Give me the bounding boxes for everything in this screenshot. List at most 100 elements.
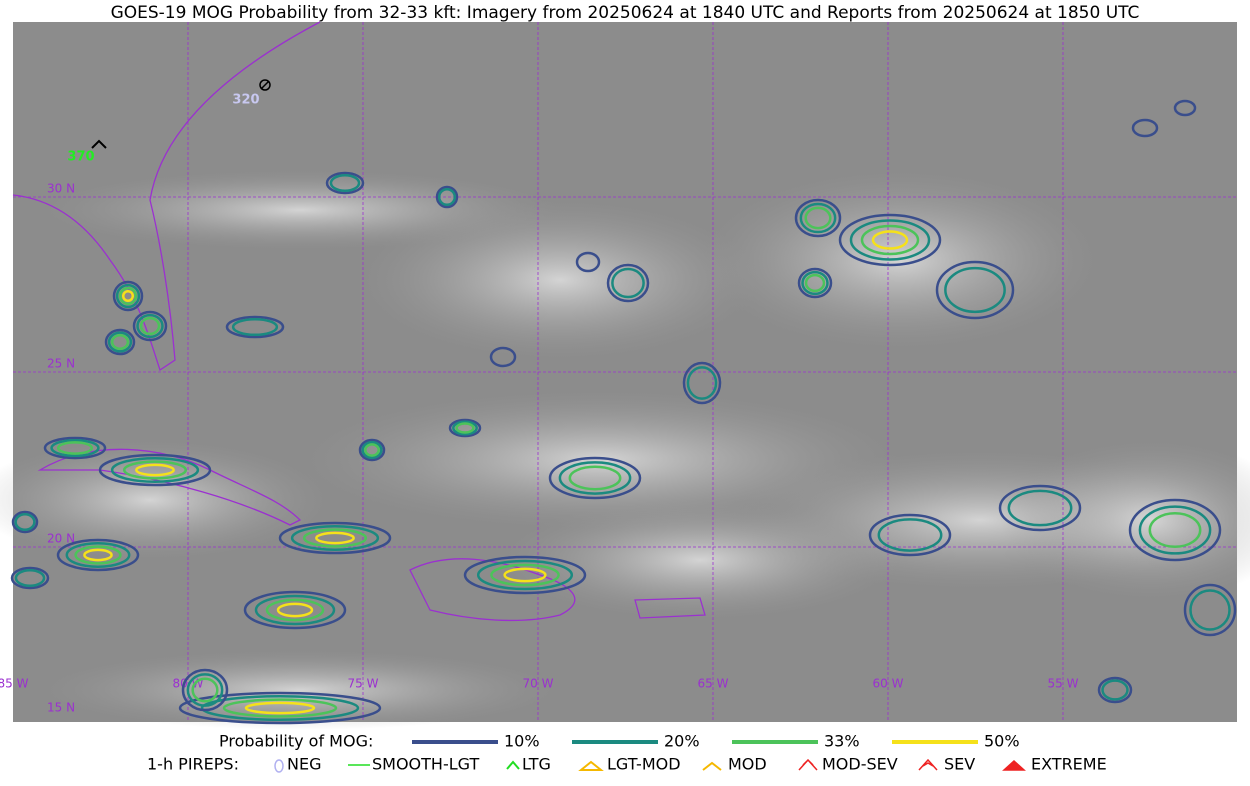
contour — [1148, 511, 1202, 549]
legend-label: SEV — [944, 755, 975, 774]
contour — [463, 555, 587, 595]
contour — [110, 334, 130, 350]
contour — [231, 317, 279, 337]
lat-label: 15 N — [47, 701, 75, 715]
contour — [243, 590, 347, 630]
contour — [56, 538, 140, 572]
contour — [568, 465, 622, 491]
report-icon — [259, 79, 271, 91]
lat-label: 30 N — [47, 182, 75, 196]
contour — [1173, 99, 1197, 117]
cloud — [500, 500, 900, 620]
report-icon — [260, 80, 270, 90]
coastline — [37, 448, 302, 526]
legend-label: NEG — [287, 755, 321, 774]
contour — [361, 440, 383, 460]
contour — [849, 219, 931, 261]
cloud — [40, 650, 560, 730]
contour — [490, 563, 560, 587]
legend-label: EXTREME — [1031, 755, 1107, 774]
contour — [998, 484, 1082, 532]
contour — [135, 463, 175, 477]
legend-label: LTG — [522, 755, 551, 774]
contour — [804, 273, 826, 293]
contour — [611, 267, 645, 299]
contour — [838, 213, 942, 267]
lon-label: 70 W — [523, 677, 554, 691]
contour — [186, 673, 224, 707]
contour — [110, 457, 200, 483]
coastline — [634, 597, 706, 619]
probability-contours — [10, 99, 1237, 725]
contour — [686, 366, 718, 400]
title: GOES-19 MOG Probability from 32-33 kft: … — [111, 3, 1140, 23]
contour — [115, 283, 141, 309]
lon-label: 65 W — [698, 677, 729, 691]
contour — [1189, 589, 1231, 631]
contour — [799, 202, 837, 234]
legend-label: 10% — [504, 732, 540, 751]
legend-title: Probability of MOG: — [219, 732, 373, 751]
contour — [1101, 679, 1129, 701]
report-icon — [91, 139, 107, 149]
contour — [181, 668, 229, 712]
contour — [98, 453, 212, 487]
legend-label: 33% — [824, 732, 860, 751]
contour — [302, 528, 368, 548]
contour — [14, 512, 36, 532]
contour — [244, 701, 316, 715]
legend-label: 50% — [984, 732, 1020, 751]
contour — [455, 422, 475, 434]
contour — [868, 513, 952, 557]
contour — [437, 187, 457, 207]
contour — [1128, 498, 1222, 562]
contour — [358, 438, 386, 462]
contour — [136, 313, 164, 339]
contour — [871, 230, 909, 250]
contour — [132, 310, 168, 342]
contour — [315, 531, 355, 545]
contour — [606, 263, 650, 303]
contour — [50, 438, 100, 458]
contour — [860, 224, 920, 256]
cloud — [360, 200, 760, 360]
legend-label: SMOOTH-LGT — [372, 755, 479, 774]
contour — [1183, 583, 1237, 637]
contour — [83, 548, 113, 562]
contour — [254, 594, 336, 626]
lon-label: 85 W — [0, 677, 29, 691]
contour — [794, 198, 842, 238]
report-label: 320 — [232, 93, 259, 108]
contour — [65, 542, 131, 568]
contour — [11, 510, 39, 534]
report-label: 370 — [67, 150, 94, 165]
contour — [877, 518, 943, 552]
pirep-icons — [274, 758, 1026, 773]
contour — [278, 521, 392, 555]
lat-label: 25 N — [47, 357, 75, 371]
contour — [797, 267, 833, 299]
lon-label: 75 W — [348, 677, 379, 691]
contour — [1131, 118, 1159, 138]
contour — [122, 460, 188, 480]
contour — [801, 270, 829, 296]
contour — [682, 361, 722, 405]
contour — [265, 598, 325, 622]
lon-label: 55 W — [1048, 677, 1079, 691]
graticule: 30 N25 N20 N15 N85 W 80 W 75 W 70 W 65 W 60 W… — [0, 22, 1237, 722]
contour — [118, 286, 138, 306]
contour — [1097, 676, 1133, 704]
lon-label: 60 W — [873, 677, 904, 691]
contour — [476, 559, 574, 591]
lat-label: 20 N — [47, 532, 75, 546]
contour — [944, 266, 1006, 314]
contour — [548, 456, 642, 500]
contour — [435, 185, 459, 209]
contour — [14, 568, 46, 588]
contour — [112, 280, 144, 312]
contour — [191, 677, 219, 703]
contour — [139, 316, 161, 336]
contour — [1007, 489, 1073, 527]
legend-label: MOD — [728, 755, 767, 774]
